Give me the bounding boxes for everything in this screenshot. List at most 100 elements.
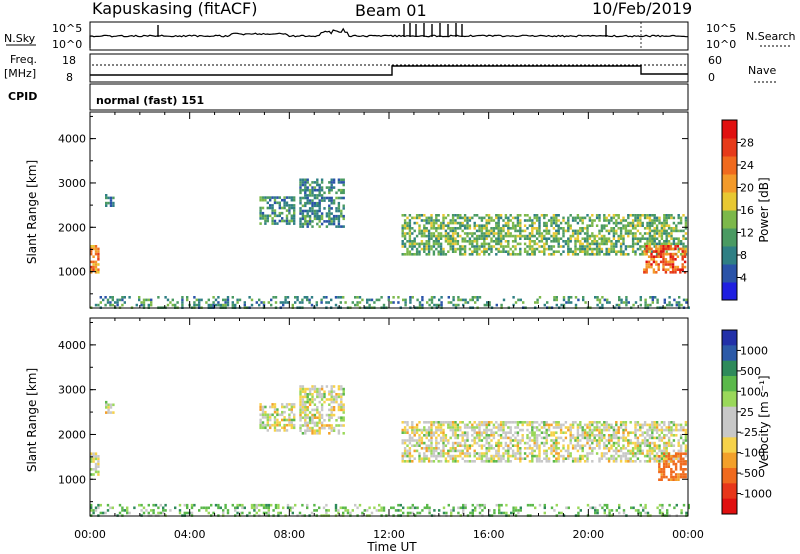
echo-cell [462,506,465,510]
echo-cell [408,234,412,238]
echo-cell [325,301,328,304]
echo-cell [406,511,410,515]
echo-cell [682,229,685,233]
echo-cell [485,250,488,253]
echo-cell [679,247,682,251]
echo-cell [648,452,652,455]
echo-cell [610,250,613,253]
echo-cell [504,423,508,427]
echo-cell [121,506,124,510]
echo-cell [507,234,510,238]
echo-cell [670,421,673,424]
echo-cell [99,296,102,299]
echo-cell [552,234,556,238]
echo-cell [308,426,312,430]
echo-cell [672,449,676,453]
echo-cell [669,258,672,261]
echo-cell [533,439,536,442]
echo-cell [679,473,683,476]
echo-cell [437,214,440,217]
echo-cell [462,303,465,307]
echo-cell [557,457,560,460]
echo-cell [660,460,664,463]
echo-cell [653,447,656,450]
echo-cell [183,503,186,507]
echo-cell [660,227,664,230]
echo-cell [315,301,318,304]
echo-cell [454,454,457,458]
echo-cell [579,444,582,447]
echo-cell [607,449,611,453]
echo-cell [502,447,505,450]
echo-cell [261,413,265,417]
echo-cell [677,214,680,217]
echo-cell [231,503,234,507]
echo-cell [430,447,433,450]
echo-cell [493,511,496,515]
echo-cell [486,303,489,307]
echo-cell [667,260,670,264]
echo-cell [674,475,678,479]
echo-cell [401,439,404,442]
echo-cell [619,454,623,458]
echo-cell [420,428,424,432]
echo-cell [552,227,556,230]
echo-cell [466,452,469,455]
echo-cell [478,434,481,437]
echo-cell [492,454,496,458]
echo-cell [334,296,338,299]
echo-cell [473,441,476,445]
echo-cell [523,234,527,238]
echo-cell [617,436,620,440]
echo-cell [304,387,307,391]
echo-cell [624,253,628,256]
echo-cell [269,426,272,430]
echo-cell [571,434,575,437]
echo-cell [304,419,307,422]
echo-cell [105,403,108,407]
echo-cell [373,506,376,510]
echo-cell [449,240,452,243]
echo-cell [437,426,440,429]
echo-cell [679,271,682,274]
echo-cell [516,431,520,434]
echo-cell [617,214,620,217]
echo-cell [646,227,649,230]
echo-cell [550,423,553,427]
echo-cell [301,424,305,427]
echo-cell [516,439,520,442]
echo-cell [684,216,688,220]
echo-cell [439,454,443,458]
echo-cell [105,196,108,200]
echo-cell [593,247,596,251]
echo-cell [109,303,112,307]
echo-cell [497,247,500,251]
echo-cell [653,421,656,424]
echo-cell [545,460,548,463]
echo-cell [274,503,278,507]
echo-cell [669,260,672,264]
echo-cell [311,212,314,215]
echo-cell [105,406,108,409]
echo-cell [311,408,314,412]
echo-cell [121,298,124,302]
echo-cell [622,242,625,246]
echo-cell [490,431,493,434]
echo-cell [264,214,267,218]
power-colorbar-tick-label: 24 [740,159,754,172]
echo-cell [403,227,407,230]
echo-cell [591,431,594,434]
echo-cell [299,413,302,417]
echo-cell [261,405,265,409]
echo-cell [680,511,683,515]
echo-cell [301,390,305,393]
echo-cell [674,455,678,458]
echo-cell [258,298,261,302]
echo-cell [380,509,383,512]
echo-cell [466,219,469,222]
echo-cell [629,245,632,248]
echo-cell [469,511,472,515]
echo-cell [276,196,279,199]
echo-cell [543,457,546,460]
echo-cell [519,428,522,432]
